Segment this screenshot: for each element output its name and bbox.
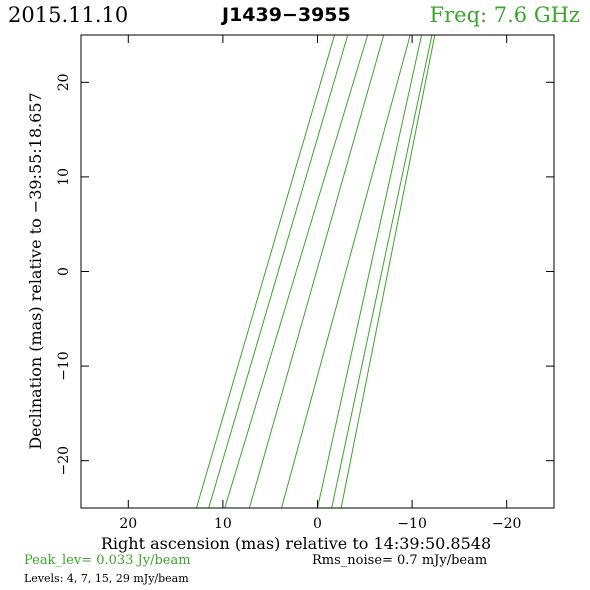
y-tick-label: −10: [56, 351, 72, 381]
contour-line-6: [317, 35, 423, 508]
x-tick-label: −10: [397, 516, 427, 532]
y-axis-label: Declination (mas) relative to −39:55:18.…: [26, 92, 45, 449]
contour-line-5: [281, 35, 411, 508]
x-tick-label: 10: [214, 516, 232, 532]
contour-line-2: [208, 35, 349, 508]
peak-level-label: Peak_lev= 0.033 Jy/beam: [24, 553, 191, 568]
rms-noise-label: Rms_noise= 0.7 mJy/beam: [312, 553, 488, 568]
date-label: 2015.11.10: [8, 3, 129, 27]
contour-line-4: [248, 35, 385, 508]
contour-line-8: [340, 35, 436, 508]
y-tick-label: 20: [56, 73, 72, 91]
x-tick-label: 0: [313, 516, 322, 532]
frequency-label: Freq: 7.6 GHz: [429, 3, 580, 27]
contour-line-7: [331, 35, 433, 508]
contour-line-3: [224, 35, 369, 508]
contour-group: [195, 35, 436, 508]
y-tick-label: 0: [56, 267, 72, 276]
y-tick-label: 10: [56, 168, 72, 186]
contour-line-1: [195, 35, 336, 508]
plot-frame: [80, 34, 555, 509]
source-name: J1439−3955: [222, 4, 351, 26]
tick-group: 20 10 0 −10 −20 20 10 0 −10 −20: [56, 35, 554, 532]
x-tick-label: −20: [492, 516, 522, 532]
contour-levels-label: Levels: 4, 7, 15, 29 mJy/beam: [24, 572, 189, 585]
y-tick-label: −20: [56, 446, 72, 476]
x-axis-label: Right ascension (mas) relative to 14:39:…: [101, 534, 491, 553]
x-tick-label: 20: [119, 516, 137, 532]
